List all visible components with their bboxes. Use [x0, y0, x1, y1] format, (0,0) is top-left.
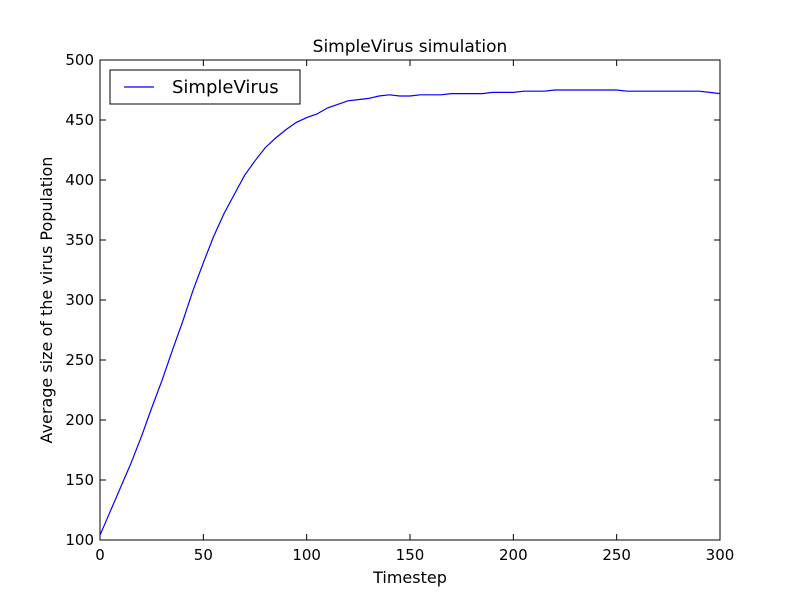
x-tick-label: 50 [194, 546, 213, 564]
x-tick-label: 0 [95, 546, 105, 564]
x-tick-label: 200 [499, 546, 528, 564]
x-tick-label: 250 [602, 546, 631, 564]
y-tick-label: 200 [65, 411, 94, 429]
y-axis-ticks: 100 150 200 250 300 350 400 450 500 [65, 51, 720, 549]
x-tick-label: 300 [706, 546, 735, 564]
y-tick-label: 250 [65, 351, 94, 369]
y-tick-label: 400 [65, 171, 94, 189]
x-tick-label: 150 [396, 546, 425, 564]
series-line-simplevirus [99, 89, 721, 536]
y-tick-label: 500 [65, 51, 94, 69]
x-axis-ticks: 0 50 100 150 200 250 300 [95, 60, 734, 564]
y-tick-label: 350 [65, 231, 94, 249]
plot-frame [99, 59, 721, 541]
legend: SimpleVirus [109, 69, 301, 105]
series-layer [99, 89, 721, 536]
legend-label-simplevirus: SimpleVirus [172, 77, 279, 98]
x-tick-label: 100 [292, 546, 321, 564]
y-tick-label: 450 [65, 111, 94, 129]
y-tick-label: 300 [65, 291, 94, 309]
chart-title: SimpleVirus simulation [313, 37, 508, 57]
y-axis-label: Average size of the virus Population [37, 157, 56, 444]
y-tick-label: 150 [65, 471, 94, 489]
plot-area: 0 50 100 150 200 250 300 100 150 200 250 300 350 400… [65, 51, 734, 564]
y-tick-label: 100 [65, 531, 94, 549]
x-axis-label: Timestep [372, 568, 447, 587]
